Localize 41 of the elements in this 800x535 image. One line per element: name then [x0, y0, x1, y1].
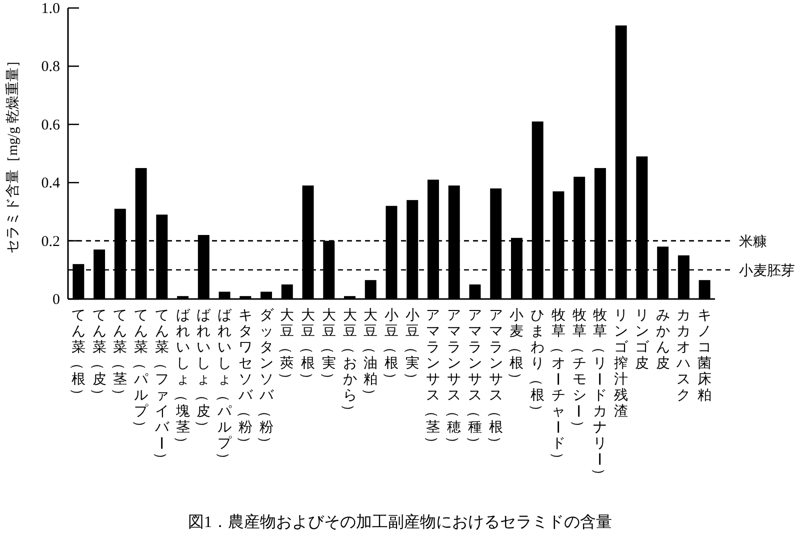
- x-tick-label: 大豆（莢）: [278, 307, 294, 386]
- category-label: ダッタンソバ（粉）: [256, 308, 274, 450]
- x-tick-label: てん菜（皮）: [90, 308, 106, 402]
- category-label: 牧草（リードカナリー）: [590, 308, 608, 482]
- category-label: てん菜（ファイバー）: [152, 308, 169, 466]
- x-tick-label: 牧草（チモシー）: [570, 307, 586, 434]
- category-label: アマランサス（種）: [465, 308, 482, 450]
- y-axis-title: セラミド含量［mg/g 乾燥重量］: [5, 53, 21, 254]
- category-label: アマランサス（穂）: [444, 308, 462, 450]
- category-label: 牧草（オーチャード）: [548, 308, 566, 466]
- y-tick-label: 0.8: [41, 59, 60, 76]
- x-tick-label: 大豆（おから）: [340, 307, 357, 418]
- x-tick-label: 大豆（実）: [319, 307, 336, 386]
- x-tick-label: リンゴ皮: [634, 308, 650, 372]
- x-tick-label: てん菜（パルプ）: [131, 308, 150, 434]
- x-tick-label: ばれいしょ（皮）: [194, 308, 212, 434]
- category-label: アマランサス（茎）: [424, 308, 440, 450]
- y-tick-label: 1.0: [41, 1, 60, 17]
- x-tick-label: 小豆（根）: [382, 307, 398, 386]
- ref-line-label: 米糠: [739, 234, 767, 250]
- x-tick-label: みかん皮: [656, 308, 670, 372]
- x-tick-label: 小豆（実）: [402, 307, 420, 386]
- x-tick-label: ひまわり（根）: [528, 308, 545, 418]
- ref-line-label: 小麦胚芽: [739, 262, 795, 279]
- y-tick-label: 0.2: [41, 234, 60, 250]
- x-tick-label: 小麦（根）: [507, 307, 524, 386]
- x-tick-label: てん菜（茎）: [110, 308, 128, 402]
- y-tick-label: 0.4: [41, 176, 60, 192]
- category-label: ばれいしょ（パルプ）: [214, 308, 232, 466]
- category-label: ばれいしょ（塊茎）: [173, 308, 190, 450]
- x-tick-label: 大豆（油粕）: [361, 307, 378, 402]
- y-tick-label: 0: [52, 292, 60, 308]
- x-tick-label: カカオハスク: [676, 308, 691, 404]
- y-tick-label: 0.6: [41, 117, 60, 134]
- text: 図1．農産物およびその加工副産物におけるセラミドの含量: [188, 513, 612, 531]
- category-label: アマランサス（根）: [486, 308, 503, 450]
- x-tick-label: リンゴ搾汁残渣: [614, 308, 630, 420]
- x-tick-label: キノコ菌床粕: [698, 308, 712, 404]
- x-tick-label: 大豆（根）: [298, 307, 316, 386]
- category-label: キタワセソバ（粉）: [236, 308, 252, 450]
- x-tick-label: てん菜（根）: [68, 308, 86, 402]
